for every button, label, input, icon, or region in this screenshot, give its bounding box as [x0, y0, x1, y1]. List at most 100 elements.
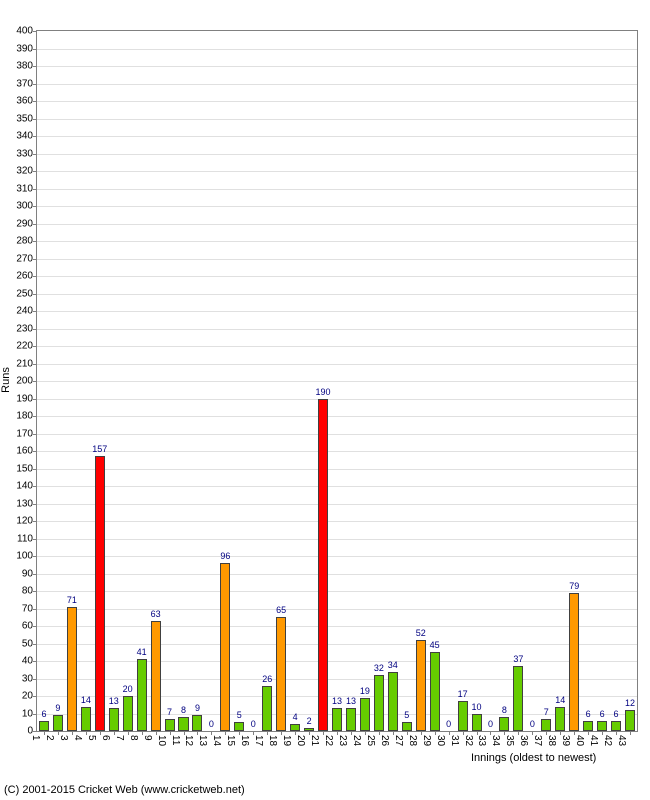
x-tick-label: 34	[490, 735, 501, 746]
x-tick-label: 29	[421, 735, 432, 746]
y-tick-label: 180	[16, 411, 37, 422]
y-tick-label: 50	[22, 638, 37, 649]
x-tick-label: 28	[407, 735, 418, 746]
gridline	[37, 154, 637, 155]
gridline	[37, 626, 637, 627]
gridline	[37, 259, 637, 260]
bar-value-label: 0	[251, 719, 256, 729]
bar-value-label: 19	[360, 686, 370, 696]
x-tick-label: 2	[44, 735, 55, 741]
y-tick-label: 170	[16, 428, 37, 439]
bar	[234, 722, 244, 731]
y-tick-label: 160	[16, 446, 37, 457]
y-tick-label: 260	[16, 271, 37, 282]
y-tick-label: 90	[22, 568, 37, 579]
y-tick-label: 400	[16, 26, 37, 37]
gridline	[37, 399, 637, 400]
x-tick-label: 4	[72, 735, 83, 741]
y-tick-label: 320	[16, 166, 37, 177]
bar	[472, 714, 482, 732]
gridline	[37, 66, 637, 67]
x-tick-label: 16	[239, 735, 250, 746]
bar	[53, 715, 63, 731]
x-tick-label: 22	[323, 735, 334, 746]
x-tick-label: 24	[351, 735, 362, 746]
y-tick-label: 250	[16, 288, 37, 299]
y-tick-label: 110	[17, 533, 37, 544]
gridline	[37, 311, 637, 312]
x-tick-label: 42	[602, 735, 613, 746]
bar	[611, 721, 621, 732]
bar	[123, 696, 133, 731]
bar-value-label: 0	[209, 719, 214, 729]
x-tick-label: 35	[504, 735, 515, 746]
bar-value-label: 0	[488, 719, 493, 729]
y-tick-label: 350	[16, 113, 37, 124]
x-tick-label: 26	[379, 735, 390, 746]
gridline	[37, 416, 637, 417]
bar-value-label: 13	[346, 696, 356, 706]
bar-value-label: 63	[151, 609, 161, 619]
x-tick-label: 17	[253, 735, 264, 746]
bar-value-label: 37	[513, 654, 523, 664]
bar-value-label: 9	[195, 703, 200, 713]
y-tick-label: 230	[16, 323, 37, 334]
y-tick-label: 370	[16, 78, 37, 89]
y-tick-label: 290	[16, 218, 37, 229]
bar-value-label: 0	[530, 719, 535, 729]
bar	[151, 621, 161, 731]
x-tick-label: 23	[337, 735, 348, 746]
gridline	[37, 206, 637, 207]
bar-value-label: 20	[123, 684, 133, 694]
gridline	[37, 451, 637, 452]
bar	[81, 707, 91, 732]
bar	[360, 698, 370, 731]
gridline	[37, 381, 637, 382]
x-tick-label: 31	[449, 735, 460, 746]
bar-value-label: 7	[544, 707, 549, 717]
y-tick-label: 210	[16, 358, 37, 369]
y-tick-label: 130	[16, 498, 37, 509]
bar-value-label: 17	[458, 689, 468, 699]
plot-area: 0102030405060708090100110120130140150160…	[36, 30, 638, 732]
gridline	[37, 504, 637, 505]
bar-value-label: 13	[332, 696, 342, 706]
bar	[430, 652, 440, 731]
bar	[416, 640, 426, 731]
x-axis-title: Innings (oldest to newest)	[471, 752, 596, 764]
x-tick-label: 30	[435, 735, 446, 746]
bar-value-label: 6	[586, 709, 591, 719]
y-tick-label: 120	[16, 516, 37, 527]
x-tick-label: 43	[616, 735, 627, 746]
y-tick-label: 10	[22, 708, 37, 719]
gridline	[37, 661, 637, 662]
bar	[39, 721, 49, 732]
bar-value-label: 52	[416, 628, 426, 638]
bar-value-label: 190	[316, 387, 331, 397]
bar-value-label: 6	[41, 709, 46, 719]
bar	[290, 724, 300, 731]
chart-container: 0102030405060708090100110120130140150160…	[0, 0, 650, 800]
bar	[388, 672, 398, 732]
x-tick	[630, 731, 631, 735]
bar-value-label: 157	[92, 444, 107, 454]
gridline	[37, 346, 637, 347]
gridline	[37, 486, 637, 487]
bar	[513, 666, 523, 731]
bar	[458, 701, 468, 731]
footer-copyright: (C) 2001-2015 Cricket Web (www.cricketwe…	[4, 784, 245, 796]
bar	[137, 659, 147, 731]
y-tick-label: 30	[22, 673, 37, 684]
x-tick-label: 37	[532, 735, 543, 746]
bar	[583, 721, 593, 732]
bar-value-label: 14	[81, 695, 91, 705]
gridline	[37, 591, 637, 592]
bar-value-label: 79	[569, 581, 579, 591]
y-tick-label: 380	[16, 61, 37, 72]
y-tick-label: 310	[16, 183, 37, 194]
bar-value-label: 2	[307, 716, 312, 726]
x-tick-label: 27	[393, 735, 404, 746]
bar-value-label: 32	[374, 663, 384, 673]
bar-value-label: 6	[614, 709, 619, 719]
gridline	[37, 469, 637, 470]
